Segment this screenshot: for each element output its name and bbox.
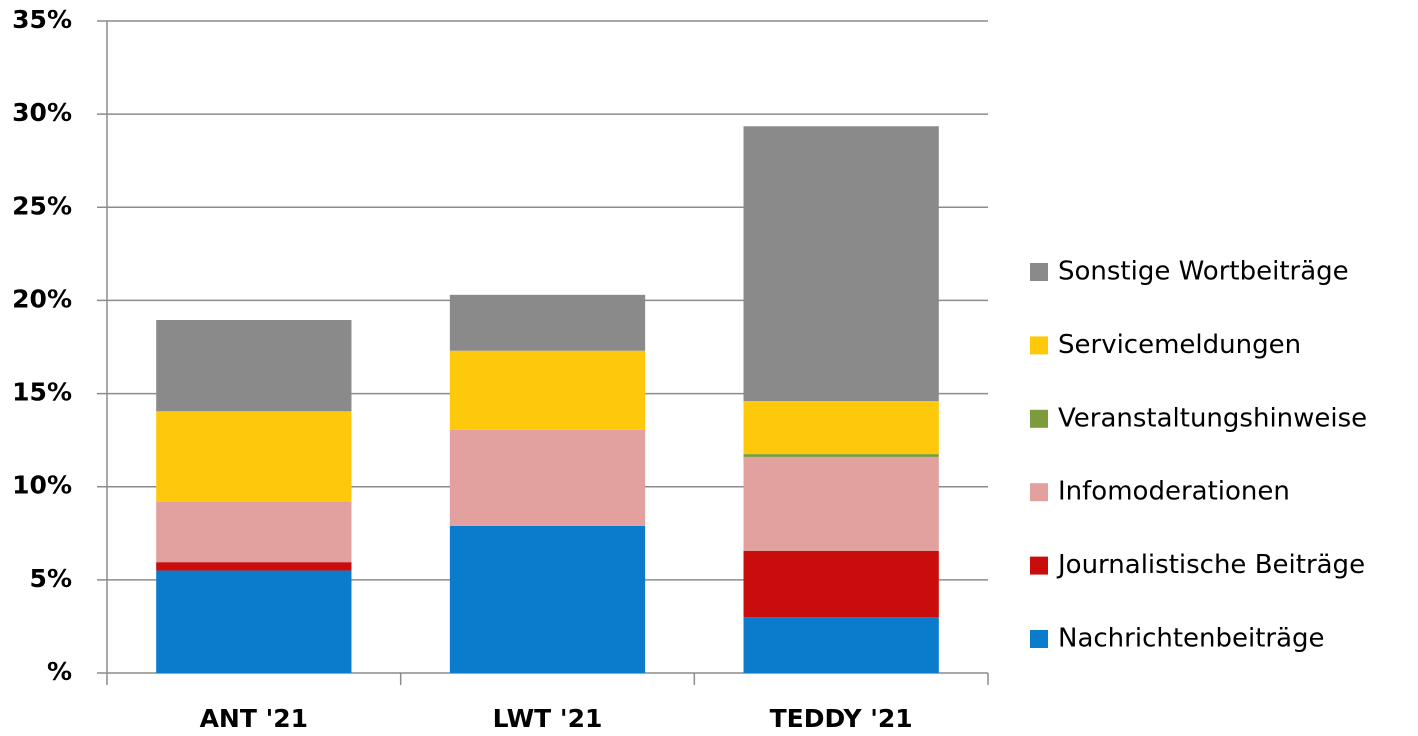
legend-swatch xyxy=(1030,409,1048,428)
y-tick-label: 10% xyxy=(12,471,72,500)
x-tick-label: ANT '21 xyxy=(200,704,308,733)
y-tick-label: 5% xyxy=(30,564,72,593)
bar-segment xyxy=(743,401,939,455)
bar-segment xyxy=(743,456,939,551)
legend-label: Nachrichtenbeiträge xyxy=(1058,624,1325,654)
legend-swatch xyxy=(1030,630,1048,648)
x-tick-label: LWT '21 xyxy=(493,704,603,733)
bar-segment xyxy=(449,525,646,673)
bar-segment xyxy=(743,126,939,402)
legend-label: Sonstige Wortbeiträge xyxy=(1058,257,1349,287)
bar-segment xyxy=(156,501,352,563)
legend-label: Veranstaltungshinweise xyxy=(1058,403,1367,433)
y-tick-label: 15% xyxy=(12,378,72,407)
legend-label: Infomoderationen xyxy=(1058,477,1290,507)
y-tick-label: 35% xyxy=(12,5,72,34)
bar-segment xyxy=(449,350,646,430)
y-tick-label: 30% xyxy=(12,98,72,127)
x-tick-label: TEDDY '21 xyxy=(770,704,913,733)
bar-segment xyxy=(156,319,352,412)
y-tick-label: % xyxy=(47,657,72,686)
bar-segment xyxy=(156,562,352,571)
legend-swatch xyxy=(1030,336,1048,355)
y-tick-label: 25% xyxy=(12,191,72,220)
bar-segment xyxy=(743,454,939,457)
y-tick-label: 20% xyxy=(12,284,72,313)
legend-swatch xyxy=(1030,556,1048,575)
bar-segment xyxy=(743,617,939,673)
legend-label: Journalistische Beiträge xyxy=(1056,550,1365,580)
legend-swatch xyxy=(1030,263,1048,281)
bar-segment xyxy=(156,411,352,502)
legend-swatch xyxy=(1030,483,1048,502)
bar-segment xyxy=(449,429,646,526)
bar-segment xyxy=(449,294,646,351)
bar-segment xyxy=(156,570,352,673)
bar-segment xyxy=(743,550,939,618)
legend-label: Servicemeldungen xyxy=(1058,330,1301,360)
